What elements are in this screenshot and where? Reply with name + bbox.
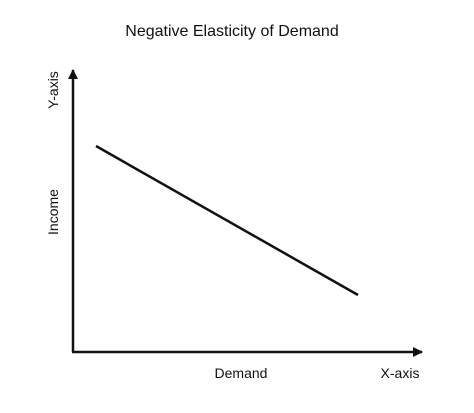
demand-line: [95, 144, 359, 297]
x-axis-end-label: X-axis: [381, 365, 420, 381]
y-axis-quantity-label: Income: [45, 189, 61, 235]
y-axis-end-label: Y-axis: [45, 71, 61, 109]
diagram-title: Negative Elasticity of Demand: [125, 23, 338, 40]
x-axis-quantity-label: Demand: [215, 365, 268, 381]
